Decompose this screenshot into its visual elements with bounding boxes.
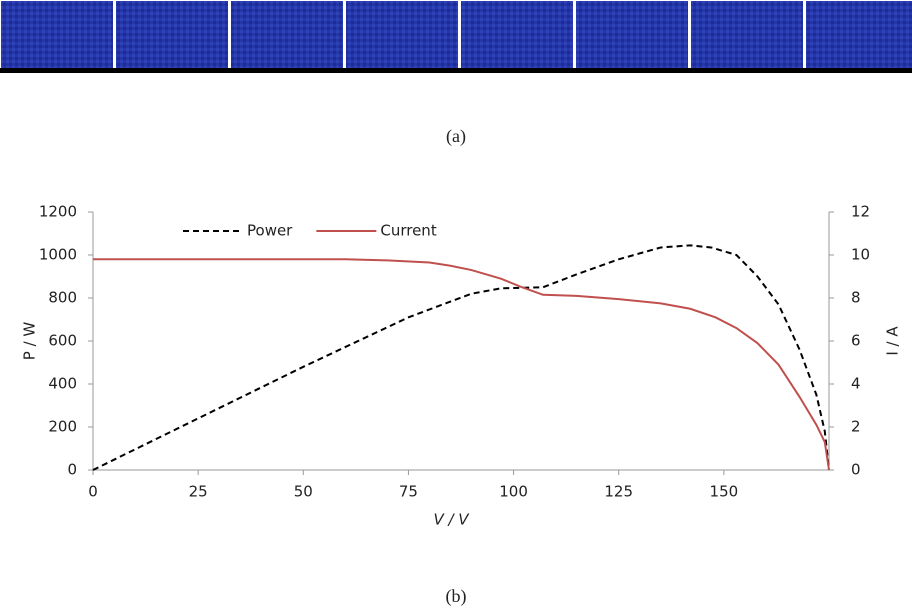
legend-label: Power xyxy=(247,222,293,240)
caption: (b) xyxy=(446,586,467,607)
x-tick-label: 75 xyxy=(399,483,418,501)
y2-tick-label: 0 xyxy=(851,461,861,479)
panel-frame xyxy=(0,68,912,73)
y2-tick-label: 10 xyxy=(851,246,870,264)
x-tick-label: 125 xyxy=(604,483,633,501)
x-tick-label: 50 xyxy=(294,483,313,501)
y-tick-label: 400 xyxy=(48,375,77,393)
x-tick-label: 100 xyxy=(499,483,528,501)
y-tick-label: 0 xyxy=(67,461,77,479)
x-tick-label: 25 xyxy=(189,483,208,501)
y2-tick-label: 4 xyxy=(851,375,861,393)
y-tick-label: 200 xyxy=(48,418,77,436)
panel-cell xyxy=(1,1,113,68)
caption: (a) xyxy=(446,126,466,147)
y-tick-label: 800 xyxy=(48,289,77,307)
legend-label: Current xyxy=(380,222,436,240)
solar-panel xyxy=(1,1,912,68)
y2-tick-label: 2 xyxy=(851,418,861,436)
y-tick-label: 1200 xyxy=(39,203,77,221)
y-tick-label: 1000 xyxy=(39,246,77,264)
y2-tick-label: 6 xyxy=(851,332,861,350)
y2-tick-label: 12 xyxy=(851,203,870,221)
panel-cell xyxy=(691,1,803,68)
y-tick-label: 600 xyxy=(48,332,77,350)
panel-cell xyxy=(576,1,688,68)
y2-tick-label: 8 xyxy=(851,289,861,307)
panel-cell xyxy=(116,1,228,68)
series-line xyxy=(93,258,830,471)
y-axis-title: P / W xyxy=(21,322,39,361)
series-line xyxy=(92,244,830,471)
x-axis-title: V / V xyxy=(433,511,470,529)
panel-cell xyxy=(461,1,573,68)
y2-axis-title: I / A xyxy=(884,326,902,356)
panel-cell xyxy=(806,1,912,68)
panel-cell xyxy=(231,1,343,68)
x-tick-label: 150 xyxy=(710,483,739,501)
x-tick-label: 0 xyxy=(88,483,98,501)
panel-cell xyxy=(346,1,458,68)
